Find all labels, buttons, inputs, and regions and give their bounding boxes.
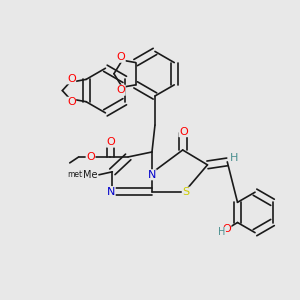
Text: O: O [67,97,76,107]
Text: O: O [116,52,125,62]
Text: S: S [182,187,189,197]
Text: N: N [148,170,156,180]
Text: O: O [86,152,95,162]
Text: O: O [179,127,188,137]
Text: O: O [222,224,231,234]
Text: H: H [230,153,238,163]
Text: O: O [116,85,125,95]
Text: N: N [107,187,115,196]
Text: O: O [67,74,76,84]
Text: O: O [106,137,115,147]
Text: Me: Me [83,170,98,180]
Text: H: H [218,227,225,237]
Text: methyl: methyl [67,170,94,179]
